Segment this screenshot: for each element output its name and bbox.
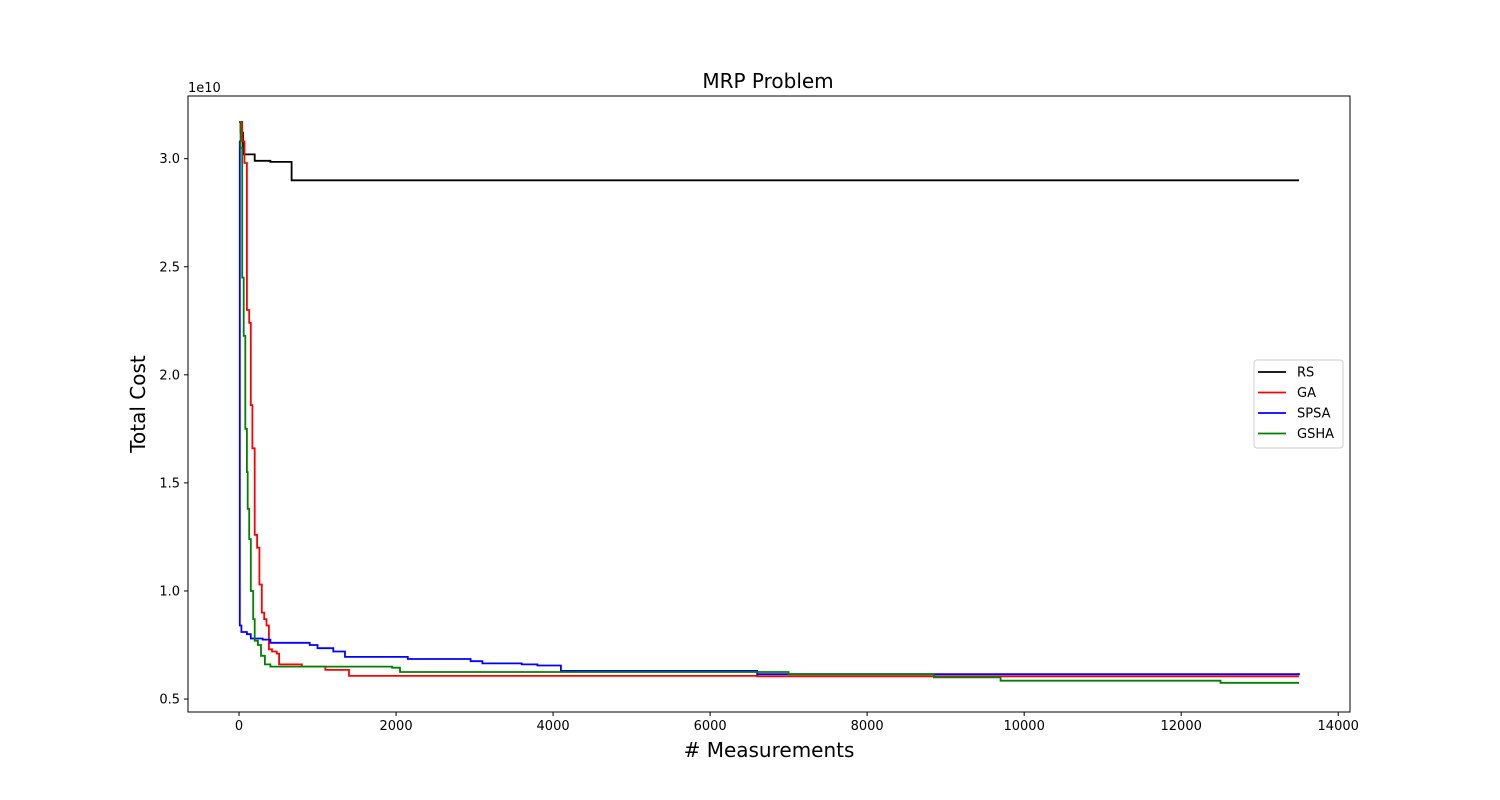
x-axis-ticks: 0 2000 4000 6000 8000 10000 12000 14000 (235, 712, 1359, 734)
x-tick-label: 0 (235, 719, 243, 734)
x-tick-label: 4000 (537, 719, 570, 734)
legend-label-spsa: SPSA (1297, 407, 1331, 422)
legend-label-rs: RS (1297, 366, 1314, 381)
series-line-gsha (239, 121, 1299, 684)
x-tick-label: 10000 (1003, 719, 1044, 734)
x-tick-label: 12000 (1161, 719, 1202, 734)
y-tick-label: 2.0 (159, 368, 180, 383)
y-axis-ticks: 0.5 1.0 1.5 2.0 2.5 3.0 (159, 152, 188, 708)
x-tick-label: 2000 (380, 719, 413, 734)
x-axis-label: # Measurements (684, 738, 855, 762)
chart-title: MRP Problem (702, 69, 833, 93)
y-tick-label: 0.5 (159, 693, 180, 708)
y-tick-label: 1.5 (159, 476, 180, 491)
series-line-ga (239, 121, 1299, 678)
series-layer (238, 121, 1300, 684)
series-line-spsa (238, 140, 1300, 676)
plot-area-frame (187, 95, 1351, 713)
x-tick-label: 14000 (1318, 719, 1359, 734)
y-tick-label: 2.5 (159, 260, 180, 275)
legend-label-ga: GA (1297, 386, 1316, 401)
y-axis-label: Total Cost (126, 355, 150, 454)
y-axis-offset-label: 1e10 (188, 81, 221, 96)
legend: RS GA SPSA GSHA (1253, 359, 1344, 449)
x-tick-label: 6000 (694, 719, 727, 734)
y-tick-label: 3.0 (159, 152, 180, 167)
y-tick-label: 1.0 (159, 584, 180, 599)
legend-frame (1253, 359, 1344, 449)
x-tick-label: 8000 (851, 719, 884, 734)
series-line-rs (239, 121, 1299, 182)
legend-label-gsha: GSHA (1297, 427, 1334, 442)
